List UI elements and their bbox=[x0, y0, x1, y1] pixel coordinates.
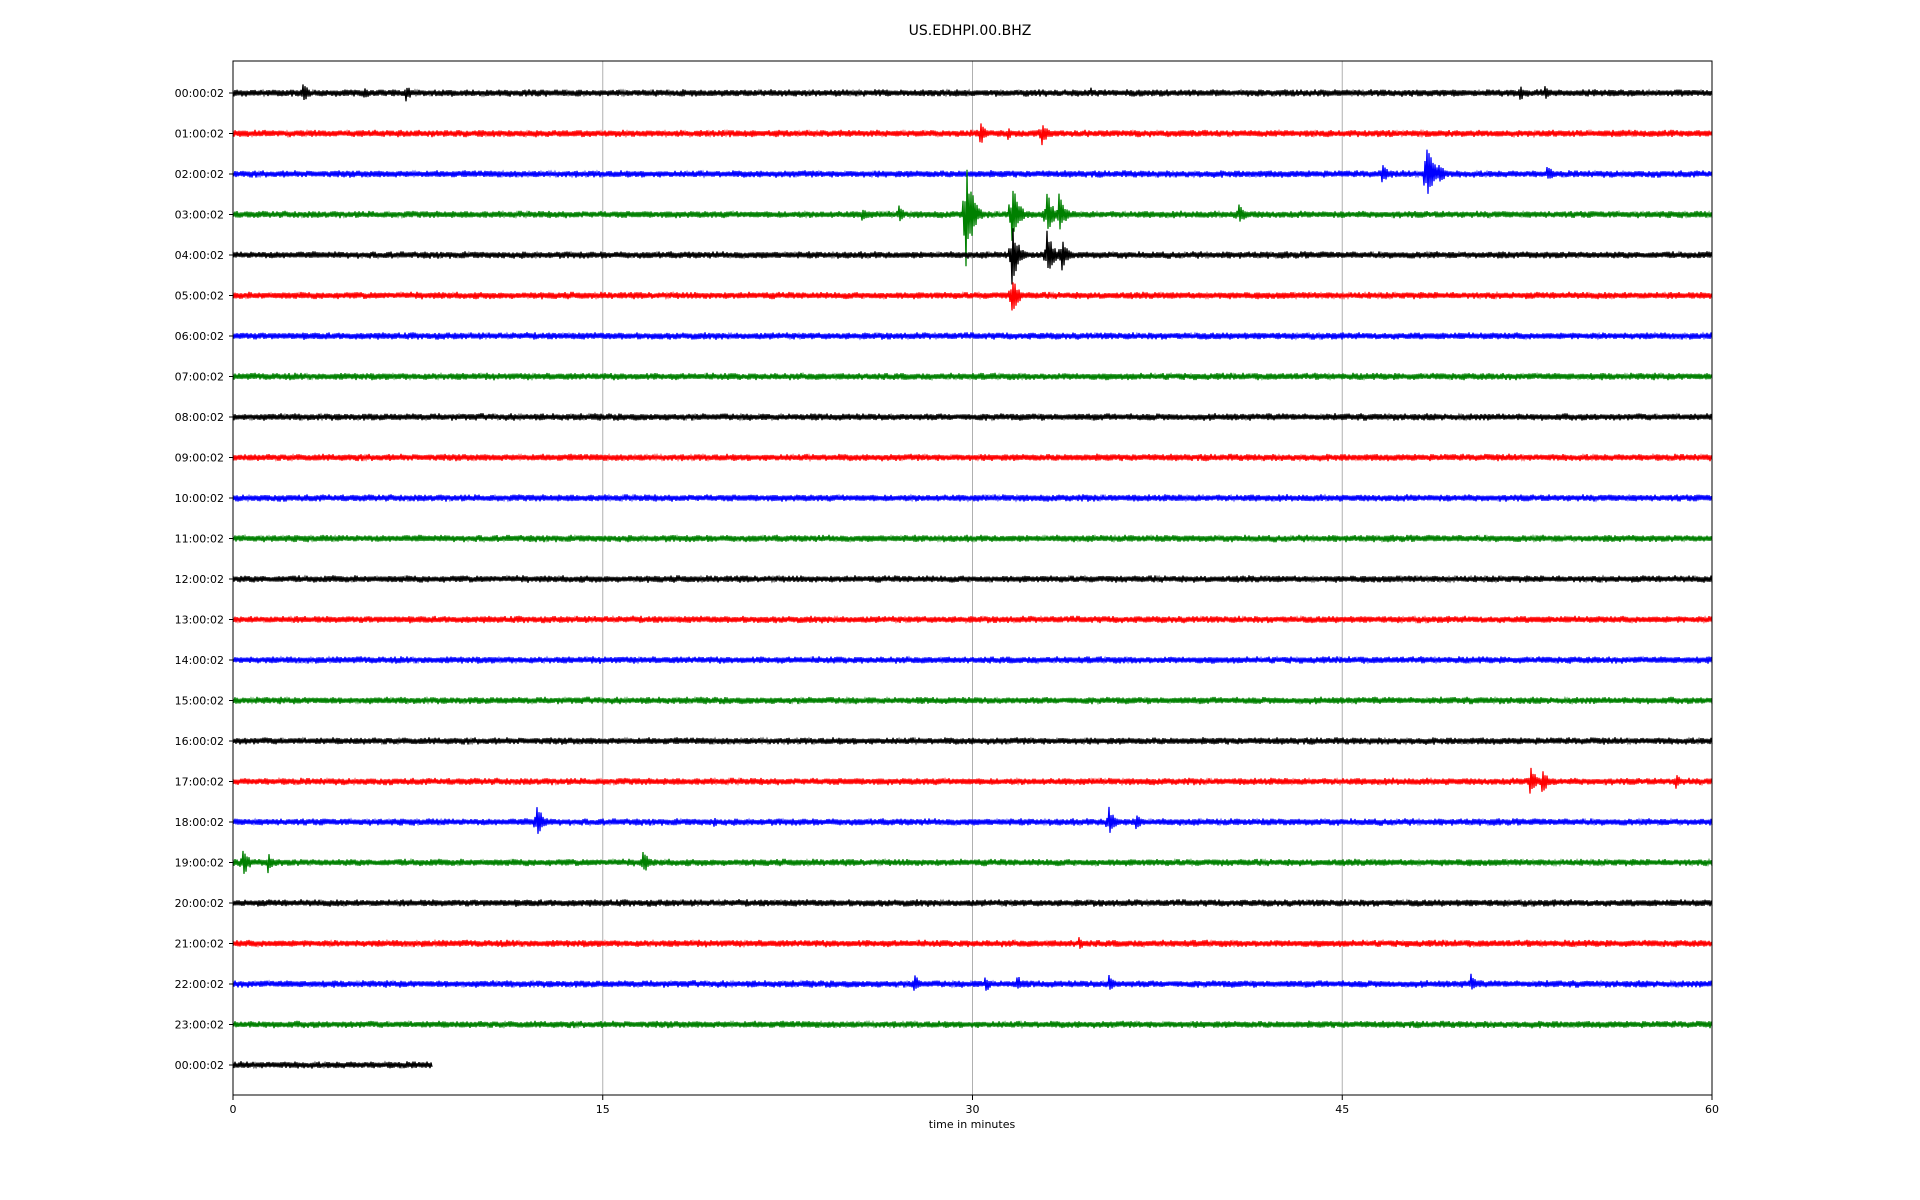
trace-line bbox=[232, 1019, 1713, 1030]
trace-line bbox=[232, 1060, 433, 1070]
row-time-label: 09:00:02 bbox=[175, 452, 224, 465]
trace-line bbox=[232, 331, 1713, 341]
x-axis-label: time in minutes bbox=[929, 1118, 1016, 1131]
trace-line bbox=[232, 615, 1713, 625]
trace-group bbox=[232, 84, 1713, 1070]
row-time-label: 16:00:02 bbox=[175, 735, 224, 748]
x-tick-label: 45 bbox=[1335, 1103, 1349, 1116]
row-time-label: 19:00:02 bbox=[175, 857, 224, 870]
row-time-label: 22:00:02 bbox=[175, 978, 224, 991]
trace-line bbox=[232, 412, 1713, 422]
row-time-label: 04:00:02 bbox=[175, 249, 224, 262]
trace-line bbox=[232, 695, 1713, 706]
trace-line bbox=[232, 973, 1713, 991]
x-tick-label: 0 bbox=[230, 1103, 237, 1116]
trace-line bbox=[232, 84, 1713, 102]
trace-line bbox=[232, 533, 1713, 544]
row-time-label: 13:00:02 bbox=[175, 614, 224, 627]
row-time-label: 11:00:02 bbox=[175, 533, 224, 546]
trace-line bbox=[232, 806, 1713, 834]
trace-line bbox=[232, 937, 1713, 949]
trace-line bbox=[232, 149, 1713, 194]
row-time-label: 06:00:02 bbox=[175, 330, 224, 343]
row-time-label: 10:00:02 bbox=[175, 492, 224, 505]
trace-line bbox=[232, 767, 1713, 794]
x-axis: 0 15 30 45 60 bbox=[230, 1095, 1719, 1116]
row-time-label: 05:00:02 bbox=[175, 290, 224, 303]
row-time-label: 07:00:02 bbox=[175, 371, 224, 384]
row-time-label: 17:00:02 bbox=[175, 776, 224, 789]
row-time-label: 18:00:02 bbox=[175, 816, 224, 829]
trace-line bbox=[232, 228, 1713, 285]
trace-line bbox=[232, 371, 1713, 382]
row-time-label: 00:00:02 bbox=[175, 1059, 224, 1072]
row-labels: 00:00:02 01:00:02 02:00:02 03:00:02 04:00:02… bbox=[175, 87, 233, 1072]
row-time-label: 08:00:02 bbox=[175, 411, 224, 424]
x-tick-label: 15 bbox=[596, 1103, 610, 1116]
trace-line bbox=[232, 282, 1713, 311]
trace-line bbox=[232, 123, 1713, 146]
trace-line bbox=[232, 736, 1713, 746]
trace-line bbox=[232, 655, 1713, 665]
trace-line bbox=[232, 850, 1713, 874]
row-time-label: 00:00:02 bbox=[175, 87, 224, 100]
trace-line bbox=[232, 169, 1713, 267]
row-time-label: 20:00:02 bbox=[175, 897, 224, 910]
trace-line bbox=[232, 493, 1713, 503]
row-time-label: 03:00:02 bbox=[175, 209, 224, 222]
row-time-label: 01:00:02 bbox=[175, 128, 224, 141]
trace-line bbox=[232, 574, 1713, 584]
trace-line bbox=[232, 898, 1713, 908]
row-time-label: 21:00:02 bbox=[175, 938, 224, 951]
x-tick-label: 30 bbox=[966, 1103, 980, 1116]
x-tick-label: 60 bbox=[1705, 1103, 1719, 1116]
row-time-label: 02:00:02 bbox=[175, 168, 224, 181]
row-time-label: 15:00:02 bbox=[175, 695, 224, 708]
chart-title: US.EDHPI.00.BHZ bbox=[909, 23, 1032, 39]
row-time-label: 23:00:02 bbox=[175, 1019, 224, 1032]
trace-line bbox=[232, 452, 1713, 463]
row-time-label: 12:00:02 bbox=[175, 573, 224, 586]
row-time-label: 14:00:02 bbox=[175, 654, 224, 667]
